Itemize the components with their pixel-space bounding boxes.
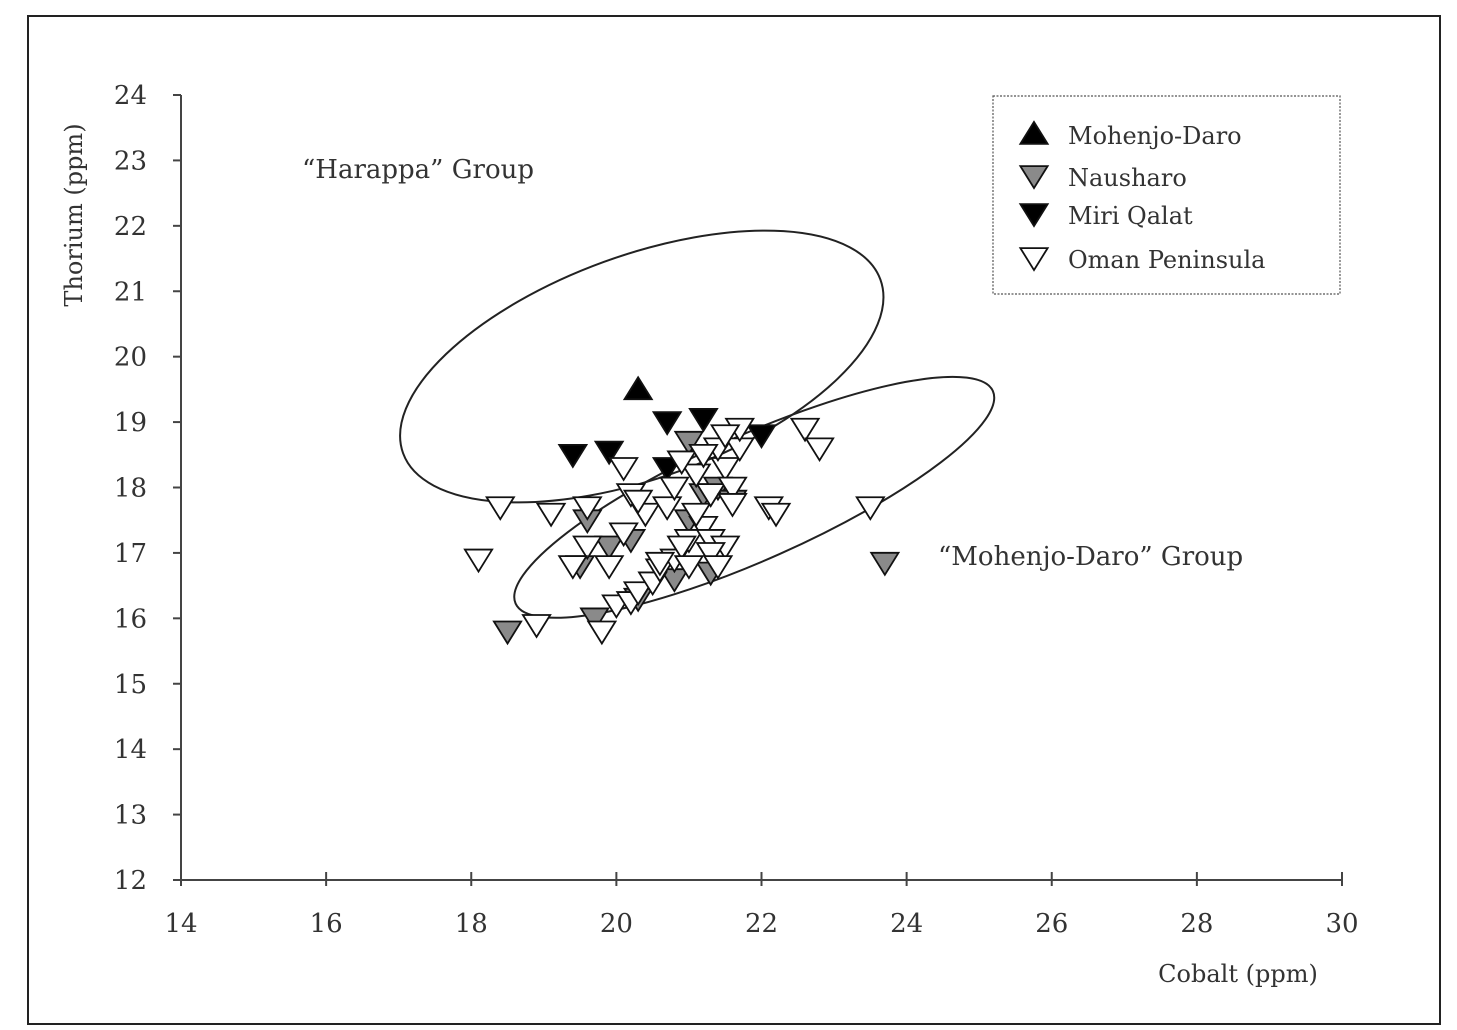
oman-peninsula-point — [557, 555, 589, 580]
miri-qalat-point — [688, 408, 719, 433]
x-axis-title: Cobalt (ppm) — [1158, 960, 1318, 988]
oman-peninsula-point — [622, 581, 654, 606]
oman-peninsula-point — [622, 489, 654, 515]
mohenjo-daro-point — [622, 375, 654, 401]
y-ticks: 12 13 14 15 16 17 18 19 20 21 22 23 24 — [114, 81, 181, 896]
oman-peninsula-point — [572, 535, 603, 561]
y-tick-label: 24 — [114, 81, 147, 111]
y-tick-label: 17 — [114, 539, 147, 569]
x-tick-label: 24 — [890, 909, 923, 939]
y-tick-label: 16 — [114, 604, 147, 634]
oman-peninsula-point — [680, 502, 712, 528]
oman-peninsula-point — [709, 457, 741, 482]
x-tick-label: 16 — [310, 909, 343, 939]
y-tick-label: 15 — [114, 670, 147, 700]
legend-label-oman-peninsula: Oman Peninsula — [1068, 246, 1265, 274]
oman-peninsula-point — [717, 476, 748, 502]
y-tick-label: 19 — [114, 408, 147, 438]
legend-label-miri-qalat: Miri Qalat — [1068, 202, 1193, 230]
oman-peninsula-point — [608, 457, 639, 482]
x-tick-label: 14 — [164, 909, 197, 939]
x-tick-label: 22 — [745, 909, 778, 939]
x-tick-label: 20 — [600, 909, 633, 939]
oman-peninsula-point — [485, 496, 516, 521]
group-ellipses — [399, 229, 996, 619]
oman-peninsula-point — [709, 424, 741, 449]
x-tick-label: 28 — [1180, 909, 1213, 939]
miri-qalat-point — [746, 424, 777, 449]
oman-peninsula-point — [521, 614, 552, 639]
x-ticks: 14 16 18 20 22 24 26 28 30 — [164, 872, 1359, 939]
oman-peninsula-point — [651, 496, 683, 521]
oman-peninsula-point — [855, 496, 886, 521]
y-tick-label: 18 — [114, 474, 147, 504]
mohenjo-daro-group-label: “Mohenjo-Daro” Group — [938, 542, 1243, 572]
oman-peninsula-point — [695, 483, 726, 508]
oman-peninsula-point — [680, 463, 712, 489]
miri-qalat-point — [651, 457, 683, 482]
x-tick-label: 18 — [455, 909, 488, 939]
nausharo-point — [869, 551, 901, 577]
miri-qalat-point — [557, 443, 589, 469]
x-tick-label: 26 — [1035, 909, 1068, 939]
oman-peninsula-point — [572, 496, 603, 521]
oman-peninsula-point — [463, 548, 494, 574]
y-tick-label: 12 — [114, 866, 147, 896]
nausharo-point — [579, 607, 610, 633]
nausharo-point — [593, 535, 625, 561]
miri-qalat-point — [651, 411, 683, 436]
oman-peninsula-point — [804, 437, 835, 463]
y-tick-label: 21 — [114, 277, 147, 307]
oman-peninsula-point — [666, 450, 697, 476]
oman-peninsula-point — [717, 493, 748, 518]
oman-peninsula-point — [593, 555, 625, 580]
oman-peninsula-point — [535, 502, 567, 528]
y-tick-label: 14 — [114, 735, 147, 765]
oman-peninsula-point — [702, 555, 734, 580]
y-tick-label: 20 — [114, 343, 147, 373]
miri-qalat-point — [593, 440, 625, 466]
harappa-group-label: “Harappa” Group — [302, 155, 534, 185]
y-tick-label: 22 — [114, 212, 147, 242]
legend-label-nausharo: Nausharo — [1068, 164, 1187, 192]
legend-box — [992, 95, 1341, 295]
legend-label-mohenjo-daro: Mohenjo-Daro — [1068, 122, 1242, 150]
y-tick-label: 13 — [114, 801, 147, 831]
data-points — [463, 375, 901, 646]
legend-marker-miri-qalat — [1018, 203, 1050, 228]
oman-peninsula-point — [789, 417, 821, 443]
y-tick-label: 23 — [114, 146, 147, 176]
legend-marker-mohenjo-daro — [1018, 120, 1050, 145]
oman-peninsula-point — [673, 555, 705, 580]
x-tick-label: 30 — [1325, 909, 1358, 939]
oman-peninsula-point — [659, 476, 690, 502]
oman-peninsula-point — [666, 535, 697, 561]
oman-peninsula-point — [586, 620, 618, 646]
legend-marker-oman-peninsula — [1018, 247, 1050, 272]
legend: Mohenjo-Daro Nausharo Miri Qalat Oman Penin… — [992, 95, 1341, 295]
oman-peninsula-point — [644, 551, 676, 577]
nausharo-point — [673, 430, 705, 456]
oman-peninsula-point — [688, 443, 719, 469]
oman-peninsula-point — [695, 542, 726, 567]
legend-marker-nausharo — [1018, 165, 1050, 190]
nausharo-point — [492, 620, 523, 646]
oman-peninsula-point — [760, 502, 792, 528]
y-axis-title: Thorium (ppm) — [60, 123, 88, 306]
oman-peninsula-point — [608, 522, 639, 548]
